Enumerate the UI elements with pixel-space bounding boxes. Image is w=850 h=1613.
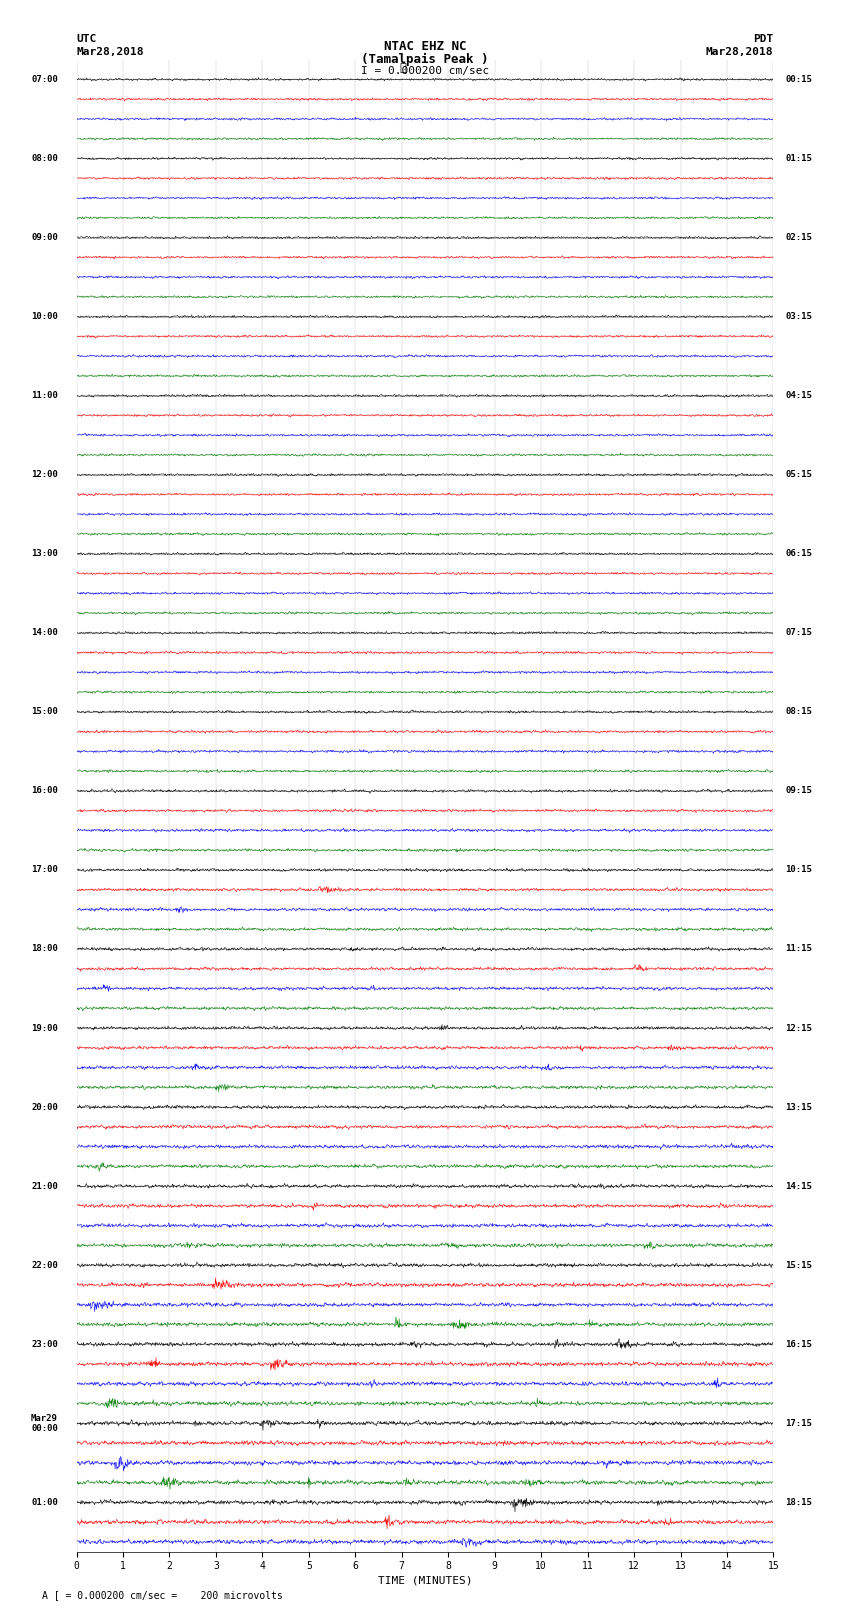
Text: 14:15: 14:15 (785, 1182, 812, 1190)
Text: 18:00: 18:00 (31, 945, 58, 953)
Text: I = 0.000200 cm/sec: I = 0.000200 cm/sec (361, 66, 489, 76)
Text: 17:15: 17:15 (785, 1419, 812, 1428)
Text: 00:15: 00:15 (785, 74, 812, 84)
Text: 09:15: 09:15 (785, 787, 812, 795)
Text: Mar29
00:00: Mar29 00:00 (31, 1413, 58, 1432)
Text: 10:00: 10:00 (31, 311, 58, 321)
Text: A [ = 0.000200 cm/sec =    200 microvolts: A [ = 0.000200 cm/sec = 200 microvolts (42, 1590, 283, 1600)
Text: 21:00: 21:00 (31, 1182, 58, 1190)
Text: 11:00: 11:00 (31, 390, 58, 400)
Text: 06:15: 06:15 (785, 550, 812, 558)
Text: 22:00: 22:00 (31, 1261, 58, 1269)
Text: Mar28,2018: Mar28,2018 (706, 47, 774, 56)
Text: 07:00: 07:00 (31, 74, 58, 84)
Text: 16:00: 16:00 (31, 787, 58, 795)
Text: UTC: UTC (76, 34, 97, 44)
Text: 13:15: 13:15 (785, 1103, 812, 1111)
Text: 15:15: 15:15 (785, 1261, 812, 1269)
Text: 08:00: 08:00 (31, 153, 58, 163)
Text: ⎹: ⎹ (400, 63, 406, 73)
Text: 13:00: 13:00 (31, 550, 58, 558)
Text: 01:00: 01:00 (31, 1498, 58, 1507)
Text: 10:15: 10:15 (785, 866, 812, 874)
Text: 04:15: 04:15 (785, 390, 812, 400)
Text: NTAC EHZ NC: NTAC EHZ NC (383, 40, 467, 53)
Text: Mar28,2018: Mar28,2018 (76, 47, 144, 56)
Text: 12:00: 12:00 (31, 469, 58, 479)
Text: 08:15: 08:15 (785, 708, 812, 716)
Text: 20:00: 20:00 (31, 1103, 58, 1111)
Text: 19:00: 19:00 (31, 1024, 58, 1032)
Text: 03:15: 03:15 (785, 311, 812, 321)
Text: 12:15: 12:15 (785, 1024, 812, 1032)
Text: 14:00: 14:00 (31, 629, 58, 637)
Text: (Tamalpais Peak ): (Tamalpais Peak ) (361, 53, 489, 66)
Text: 01:15: 01:15 (785, 153, 812, 163)
Text: 17:00: 17:00 (31, 866, 58, 874)
Text: 09:00: 09:00 (31, 232, 58, 242)
Text: 05:15: 05:15 (785, 469, 812, 479)
Text: 07:15: 07:15 (785, 629, 812, 637)
Text: 02:15: 02:15 (785, 232, 812, 242)
Text: 15:00: 15:00 (31, 708, 58, 716)
Text: 23:00: 23:00 (31, 1340, 58, 1348)
Text: 16:15: 16:15 (785, 1340, 812, 1348)
X-axis label: TIME (MINUTES): TIME (MINUTES) (377, 1576, 473, 1586)
Text: 18:15: 18:15 (785, 1498, 812, 1507)
Text: PDT: PDT (753, 34, 774, 44)
Text: 11:15: 11:15 (785, 945, 812, 953)
